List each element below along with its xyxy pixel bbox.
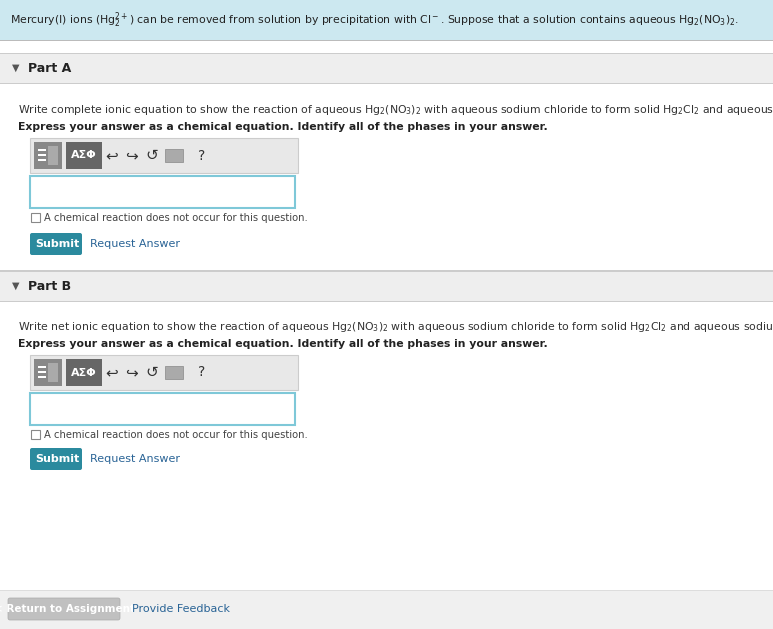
Bar [66,359,102,386]
Bar [165,366,183,379]
Bar [0,590,773,591]
Text: ↩: ↩ [106,148,118,163]
Bar [38,366,46,368]
Text: Write net ionic equation to show the reaction of aqueous $\mathregular{Hg_2(NO_3: Write net ionic equation to show the rea… [18,320,773,334]
Bar [38,159,46,161]
FancyBboxPatch shape [8,598,120,620]
Text: Submit: Submit [35,239,79,249]
Text: Part B: Part B [28,279,71,292]
Bar [30,138,298,173]
Bar [48,363,58,382]
Bar [0,475,773,590]
Text: ↩: ↩ [106,365,118,380]
FancyBboxPatch shape [30,448,82,470]
Text: ?: ? [199,365,206,379]
Bar [30,355,298,390]
Text: ▼: ▼ [12,63,19,73]
Text: Request Answer: Request Answer [90,454,180,464]
Text: ΑΣΦ: ΑΣΦ [71,150,97,160]
Bar [66,142,102,169]
Bar [165,149,183,162]
Text: Part A: Part A [28,62,71,74]
Bar [0,41,773,53]
FancyBboxPatch shape [30,233,82,255]
Bar [30,176,295,208]
Bar [0,83,773,84]
Text: < Return to Assignment: < Return to Assignment [0,604,135,614]
Text: ?: ? [199,148,206,162]
Bar [31,430,40,439]
Text: ↺: ↺ [145,148,158,163]
Text: ↪: ↪ [126,365,138,380]
Bar [34,142,62,169]
Text: Write complete ionic equation to show the reaction of aqueous $\mathregular{Hg_2: Write complete ionic equation to show th… [18,103,773,117]
Text: ΑΣΦ: ΑΣΦ [71,367,97,377]
Bar [34,359,62,386]
Bar [0,270,773,271]
Bar [31,213,40,222]
Bar [0,0,773,40]
Bar [30,393,295,425]
Bar [0,271,773,301]
Text: A chemical reaction does not occur for this question.: A chemical reaction does not occur for t… [44,213,308,223]
Text: Express your answer as a chemical equation. Identify all of the phases in your a: Express your answer as a chemical equati… [18,339,548,349]
Bar [0,84,773,284]
Bar [0,258,773,270]
Bar [0,53,773,83]
Text: ↺: ↺ [145,365,158,380]
Text: Submit: Submit [35,454,79,464]
Text: A chemical reaction does not occur for this question.: A chemical reaction does not occur for t… [44,430,308,440]
Bar [0,271,773,272]
Bar [38,376,46,378]
Text: Express your answer as a chemical equation. Identify all of the phases in your a: Express your answer as a chemical equati… [18,122,548,132]
Bar [38,154,46,156]
Bar [0,40,773,41]
Text: Provide Feedback: Provide Feedback [132,604,230,614]
Bar [0,302,773,532]
Bar [0,590,773,629]
Bar [48,146,58,165]
Bar [38,149,46,151]
Bar [38,371,46,373]
Text: Mercury(I) ions ($\mathregular{Hg_2^{2+}}$) can be removed from solution by prec: Mercury(I) ions ($\mathregular{Hg_2^{2+}… [10,10,739,30]
Bar [0,53,773,54]
Text: ▼: ▼ [12,281,19,291]
Text: ↪: ↪ [126,148,138,163]
Text: Request Answer: Request Answer [90,239,180,249]
Bar [0,301,773,302]
